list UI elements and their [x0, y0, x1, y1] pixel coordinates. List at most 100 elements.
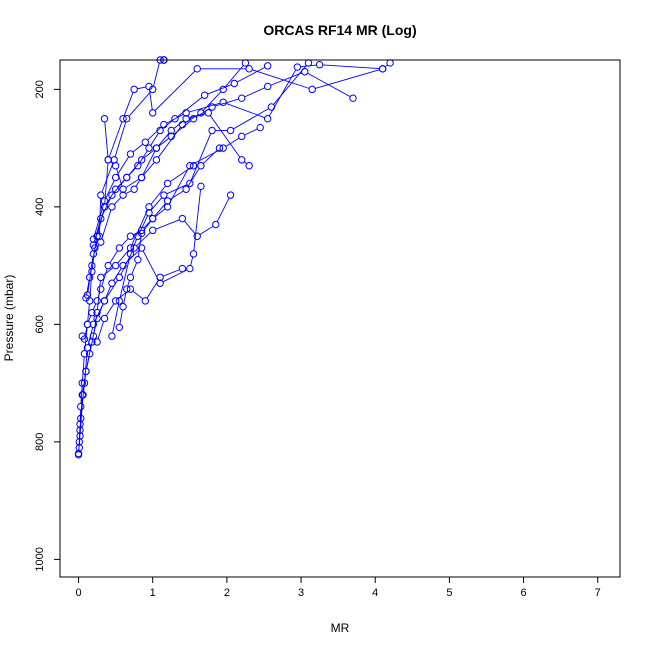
series-11-point-9 [267, 103, 276, 111]
series-4-point-9 [137, 226, 146, 235]
series-4-segment-7 [121, 238, 129, 246]
series-8-segment-6 [189, 102, 221, 113]
series-10-segment-5 [157, 126, 181, 158]
series-9-point-4 [130, 85, 138, 94]
series-7-segment-1 [101, 197, 111, 216]
series-5-segment-11 [209, 115, 241, 158]
series-8-point-3 [126, 150, 135, 158]
series-11-point-8 [226, 126, 235, 135]
series-13-segment-1 [105, 303, 115, 317]
series-12-point-5 [137, 229, 146, 238]
series-12-segment-3 [131, 262, 138, 275]
series-13-segment-4 [146, 279, 159, 299]
y-tick-label-1: 400 [34, 198, 46, 216]
series-13-point-5 [156, 273, 164, 282]
series-4-segment-4 [97, 292, 101, 298]
series-11-segment-6 [190, 133, 212, 181]
series-11-point-10 [304, 59, 313, 67]
series-9-point-9 [308, 85, 316, 94]
series-0-segment-3 [80, 386, 83, 404]
series-9-segment-3 [123, 92, 134, 116]
series-10-point-2 [111, 162, 120, 170]
y-tick-label-3: 800 [34, 433, 46, 451]
series-4-segment-9 [143, 220, 151, 229]
series-3-point-12 [197, 182, 205, 191]
series-13-point-3 [126, 285, 135, 293]
series-8-point-2 [111, 173, 120, 182]
series-9-point-8 [245, 65, 253, 73]
series-5-point-5 [119, 191, 127, 199]
series-13-segment-2 [117, 290, 129, 300]
series-4-segment-14 [244, 128, 258, 136]
series-7-point-2 [108, 191, 116, 199]
series-2-point-11 [212, 220, 220, 229]
x-axis: 0 1 2 3 4 5 6 7 [75, 577, 601, 599]
series-10-segment-7 [202, 91, 222, 111]
series-7-point-3 [123, 173, 131, 182]
series-8-point-7 [219, 98, 227, 107]
series-3-segment-5 [105, 286, 112, 299]
series-3-point-1 [79, 391, 87, 399]
series-6-segment-0 [87, 268, 92, 292]
y-tick-label-2: 600 [34, 315, 46, 333]
series-5-segment-7 [142, 150, 156, 175]
series-10 [100, 59, 250, 193]
series-4-point-8 [126, 232, 135, 240]
chart-title: ORCAS RF14 MR (Log) [263, 22, 416, 38]
series-5-point-12 [238, 156, 246, 164]
series-7-point-9 [238, 94, 246, 102]
series-7-segment-8 [214, 98, 239, 107]
series-8-point-8 [263, 115, 272, 123]
series-0-segment-11 [101, 162, 114, 193]
series-8-point-12 [386, 59, 394, 67]
series-12-segment-5 [143, 220, 152, 232]
series-2-segment-5 [105, 279, 119, 299]
series-3-segment-4 [97, 303, 104, 316]
series-13-point-2 [111, 297, 120, 305]
series-8-segment-4 [147, 126, 162, 141]
series-7-point-7 [189, 115, 198, 123]
series-2-point-8 [149, 226, 157, 235]
series-11-point-0 [108, 332, 116, 340]
series-3-segment-0 [79, 398, 84, 433]
series-9-segment-4 [137, 86, 146, 90]
series-12-segment-8 [187, 168, 200, 187]
series-0-point-5 [80, 350, 89, 358]
series-3 [76, 182, 205, 440]
series-13-point-4 [141, 297, 149, 305]
series-10-segment-1 [110, 161, 114, 165]
series-11-point-6 [186, 179, 194, 188]
series-6-point-0 [83, 291, 92, 299]
series-10-segment-8 [224, 65, 244, 88]
series-9-point-7 [193, 65, 201, 73]
series-11-segment-0 [112, 303, 120, 334]
series-5-point-9 [167, 126, 175, 135]
series-5-point-6 [130, 185, 138, 193]
series-12-segment-0 [119, 309, 123, 325]
series-5-segment-8 [158, 132, 170, 146]
x-tick-label-3: 3 [298, 587, 304, 599]
series-7-segment-7 [195, 108, 210, 118]
series-4-point-7 [115, 244, 124, 252]
series-3-point-5 [100, 297, 109, 305]
series-7-segment-3 [128, 162, 140, 176]
series-7-point-12 [349, 94, 357, 102]
series-7-point-10 [263, 82, 272, 91]
series-6-segment-7 [150, 132, 159, 146]
series-9-point-6 [149, 109, 157, 117]
y-axis: 200 400 600 800 1000 [34, 80, 60, 572]
series-8-point-4 [141, 138, 149, 146]
series-9-point-1 [100, 203, 109, 211]
series-10-segment-3 [125, 178, 140, 188]
series-4-point-11 [163, 203, 172, 211]
series-12-segment-7 [170, 190, 184, 200]
series-8-point-5 [160, 120, 168, 129]
series-0-segment-5 [84, 327, 88, 351]
series-0 [74, 56, 168, 459]
series-12-point-4 [134, 256, 142, 264]
series-13-point-0 [93, 338, 101, 346]
series-4-point-6 [104, 261, 112, 270]
series-0-segment-14 [153, 62, 160, 87]
series-10-point-4 [137, 173, 146, 182]
